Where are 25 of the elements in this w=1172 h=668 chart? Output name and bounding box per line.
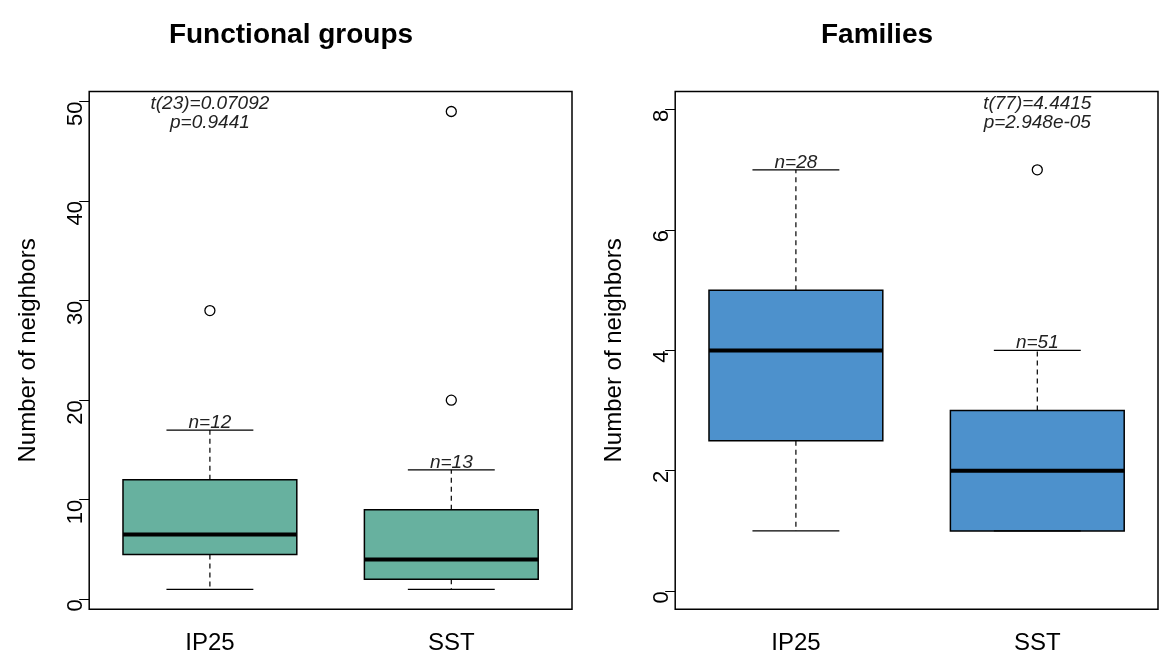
- y-tick-label: 6: [648, 230, 674, 243]
- annotation: t(23)=0.07092: [150, 92, 270, 114]
- x-tick-label: SST: [1013, 628, 1061, 656]
- x-tick-label: SST: [427, 628, 475, 656]
- y-tick-label: 50: [62, 101, 88, 127]
- y-tick-label: 30: [62, 300, 88, 326]
- y-tick-label: 40: [62, 201, 88, 226]
- y-tick-label: 20: [62, 400, 88, 425]
- y-tick-label: 10: [62, 499, 88, 525]
- x-tick-label: IP25: [771, 628, 821, 656]
- y-tick-label: 0: [648, 591, 674, 604]
- y-axis-title: Number of neighbors: [599, 238, 627, 463]
- y-tick-label: 4: [648, 350, 674, 363]
- annotation: n=12: [188, 410, 232, 432]
- y-tick-label: 8: [648, 109, 674, 122]
- annotation: t(77)=4.4415: [983, 92, 1092, 114]
- chart-title: Functional groups: [168, 17, 414, 49]
- annotation: n=51: [1015, 331, 1059, 353]
- annotation: n=28: [774, 150, 818, 172]
- y-tick-label: 0: [62, 599, 88, 612]
- x-tick-label: IP25: [185, 628, 235, 656]
- y-axis-title: Number of neighbors: [13, 238, 41, 463]
- annotation: n=13: [429, 450, 474, 472]
- chart-title: Families: [820, 17, 934, 49]
- y-tick-label: 2: [648, 470, 674, 484]
